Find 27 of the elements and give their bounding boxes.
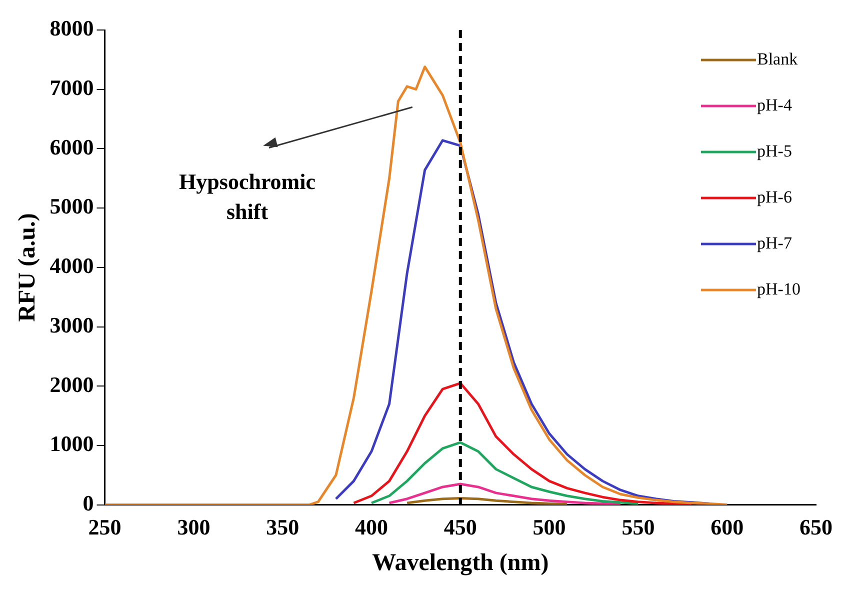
x-tick-label: 350 — [266, 514, 300, 540]
x-tick-label: 400 — [355, 514, 388, 540]
y-tick-label: 5000 — [50, 194, 94, 219]
x-tick-label: 300 — [177, 514, 210, 540]
x-tick-label: 600 — [710, 514, 744, 540]
x-tick-label: 500 — [532, 514, 566, 540]
legend-label: pH-10 — [757, 279, 800, 298]
legend-label: pH-7 — [757, 233, 792, 252]
x-tick-label: 250 — [88, 514, 122, 540]
y-tick-label: 7000 — [50, 75, 94, 100]
legend-label: Blank — [757, 49, 798, 68]
y-tick-label: 0 — [82, 490, 94, 516]
y-tick-label: 4000 — [50, 253, 94, 278]
annotation: Hypsochromic shift — [179, 168, 316, 226]
x-tick-label: 550 — [622, 514, 655, 540]
legend-label: pH-6 — [757, 187, 792, 206]
x-axis-title: Wavelength (nm) — [372, 550, 549, 576]
legend-label: pH-4 — [757, 95, 792, 114]
y-axis-title: RFU (a.u.) — [14, 213, 41, 322]
x-tick-label: 650 — [800, 514, 832, 540]
y-tick-label: 3000 — [50, 312, 94, 338]
y-tick-label: 6000 — [50, 134, 94, 160]
y-tick-label: 1000 — [50, 431, 94, 456]
y-tick-label: 8000 — [50, 16, 94, 41]
x-tick-label: 450 — [444, 514, 477, 540]
legend-label: pH-5 — [757, 141, 792, 160]
y-tick-label: 2000 — [50, 372, 94, 397]
